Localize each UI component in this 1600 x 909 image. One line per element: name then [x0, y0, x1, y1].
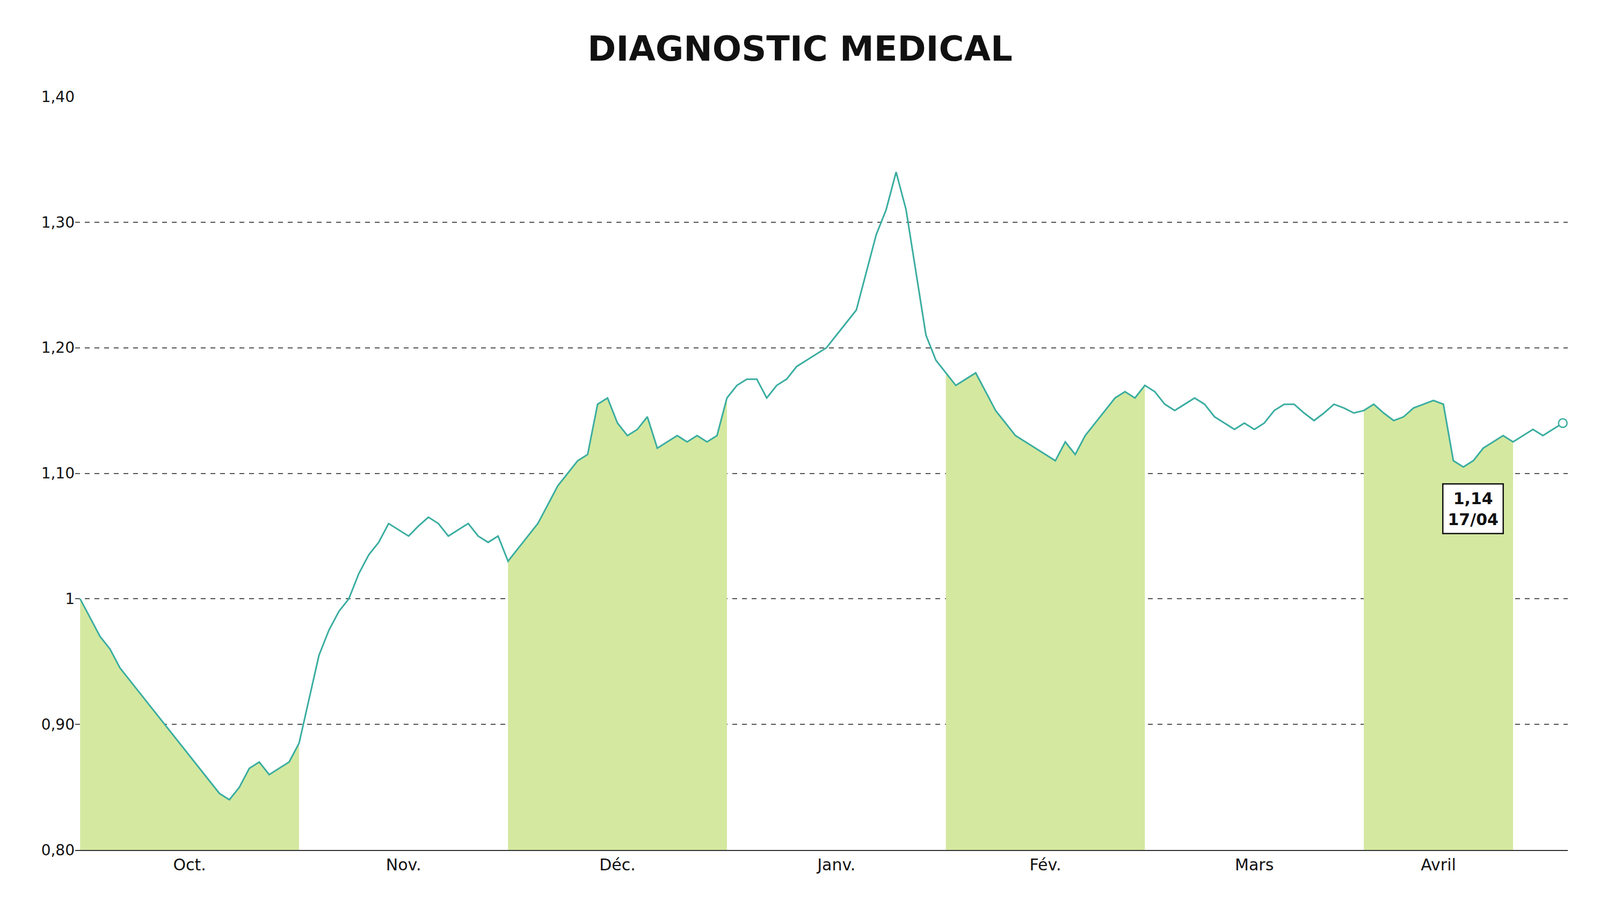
svg-text:Nov.: Nov.	[386, 855, 422, 875]
svg-text:Mars: Mars	[1234, 855, 1274, 875]
svg-text:1,1417/04: 1,1417/04	[1448, 489, 1499, 529]
svg-text:Fév.: Fév.	[1029, 855, 1061, 875]
svg-text:Déc.: Déc.	[599, 855, 636, 875]
svg-text:1: 1	[64, 590, 75, 608]
svg-text:1,10: 1,10	[41, 464, 75, 483]
svg-text:Janv.: Janv.	[816, 855, 856, 875]
svg-text:Avril: Avril	[1420, 855, 1457, 875]
svg-text:1,30: 1,30	[41, 213, 75, 232]
svg-text:0,90: 0,90	[41, 715, 75, 734]
svg-text:1,40: 1,40	[41, 88, 75, 106]
svg-text:Oct.: Oct.	[172, 855, 206, 875]
svg-text:0,80: 0,80	[41, 841, 75, 860]
svg-text:DIAGNOSTIC MEDICAL: DIAGNOSTIC MEDICAL	[587, 28, 1013, 69]
svg-text:1,20: 1,20	[41, 338, 75, 357]
